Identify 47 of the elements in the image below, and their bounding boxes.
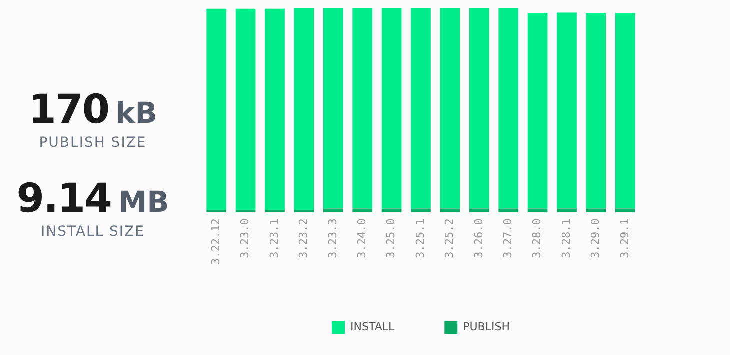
x-tick-label: 3.25.1 bbox=[414, 218, 427, 258]
bar bbox=[382, 8, 402, 209]
bar bbox=[323, 8, 344, 209]
bar bbox=[265, 210, 285, 213]
bar bbox=[469, 8, 490, 209]
x-tick-label: 3.25.0 bbox=[384, 218, 398, 258]
bar bbox=[615, 13, 636, 209]
x-tick-label: 3.27.0 bbox=[501, 218, 514, 258]
bar bbox=[498, 208, 519, 213]
text: INSTALL SIZE bbox=[40, 224, 146, 240]
text: 9.14 MB bbox=[16, 176, 170, 222]
bar bbox=[352, 8, 373, 209]
bar bbox=[294, 8, 314, 210]
x-tick-label: 3.28.1 bbox=[560, 218, 573, 258]
x-tick-label: 3.26.0 bbox=[472, 218, 486, 258]
bar bbox=[411, 8, 431, 209]
x-tick-label: 3.22.12 bbox=[209, 218, 222, 265]
bar bbox=[206, 8, 227, 210]
x-tick-label: 3.23.1 bbox=[268, 218, 281, 258]
legend-label: PUBLISH bbox=[463, 320, 510, 334]
x-tick-label: 3.23.0 bbox=[238, 218, 252, 258]
bar bbox=[440, 8, 460, 209]
text: PUBLISH SIZE bbox=[38, 135, 148, 151]
bar bbox=[528, 13, 548, 209]
x-tick-label: 3.29.0 bbox=[589, 218, 602, 258]
bar bbox=[206, 210, 227, 213]
text: 170 kB bbox=[28, 87, 158, 133]
bar bbox=[352, 208, 373, 213]
bar bbox=[498, 8, 519, 209]
x-tick-label: 3.29.1 bbox=[618, 218, 632, 258]
bar bbox=[411, 208, 431, 213]
x-tick-label: 3.23.3 bbox=[326, 218, 340, 258]
bar bbox=[323, 208, 344, 213]
x-tick-label: 3.23.2 bbox=[297, 218, 310, 258]
bar bbox=[469, 208, 490, 213]
x-tick-label: 3.25.2 bbox=[443, 218, 456, 258]
x-tick-label: 3.24.0 bbox=[355, 218, 368, 258]
bar bbox=[615, 208, 636, 213]
bar bbox=[236, 210, 256, 213]
bar bbox=[236, 8, 256, 210]
bar bbox=[557, 12, 577, 209]
x-tick-label: 3.28.0 bbox=[530, 218, 544, 258]
bar bbox=[586, 13, 606, 209]
bar bbox=[294, 210, 314, 213]
legend-label: INSTALL bbox=[350, 320, 396, 334]
bar bbox=[265, 8, 285, 210]
bar bbox=[557, 208, 577, 213]
